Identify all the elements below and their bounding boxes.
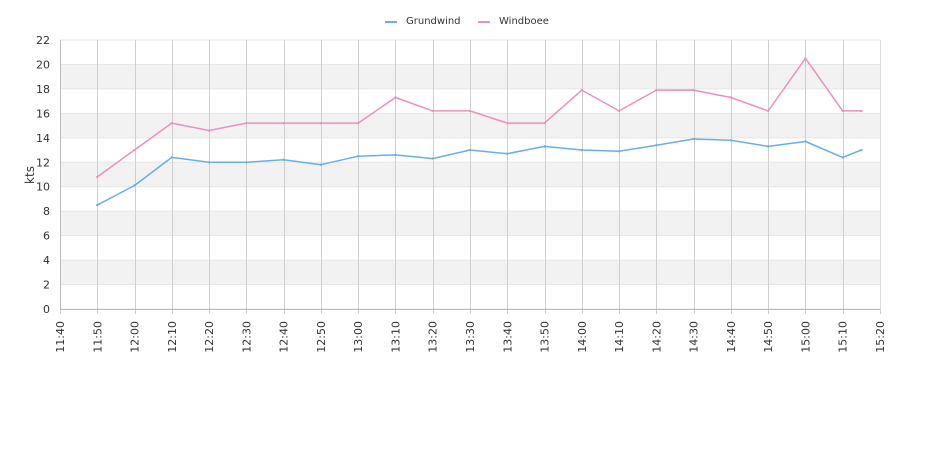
data-point-windboee [96,175,99,179]
x-tick-label: 12:40 [278,321,291,353]
data-point-grundwind [766,145,770,148]
data-point-windboee [207,129,211,132]
y-tick-label: 16 [36,107,50,120]
data-point-grundwind [506,152,509,155]
y-tick-label: 4 [43,254,50,267]
x-tick-label: 14:10 [613,321,626,353]
x-tick-label: 12:50 [315,321,328,353]
data-point-windboee [356,121,360,125]
x-tick-label: 13:50 [539,321,552,353]
data-point-grundwind [804,140,807,143]
legend-label-grundwind[interactable]: Grundwind [406,16,461,27]
series-line-windboee [96,57,862,178]
data-point-windboee [133,148,136,152]
y-axis-ticks: 0 2 4 6 8 10 12 14 16 18 20 22 [36,34,50,316]
y-tick-label: 14 [36,132,50,145]
data-point-grundwind [729,139,733,142]
x-tick-label: 12:20 [203,321,216,353]
data-point-windboee [431,109,434,113]
x-tick-label: 15:20 [874,321,887,353]
x-tick-label: 14:30 [688,321,701,353]
y-tick-label: 10 [36,181,50,194]
y-tick-label: 18 [36,83,50,96]
y-tick-label: 0 [43,303,50,316]
x-tick-label: 11:50 [91,321,104,353]
data-point-windboee [319,121,323,125]
data-point-grundwind [841,156,844,159]
data-point-windboee [543,121,546,125]
data-point-windboee [170,121,174,125]
data-point-windboee [860,109,863,113]
data-point-windboee [729,96,733,99]
x-tick-label: 15:10 [837,321,850,353]
data-point-windboee [766,109,770,113]
x-tick-label: 11:40 [54,321,67,353]
data-point-windboee [394,96,397,99]
x-axis-ticks: 11:40 11:50 12:00 12:10 12:20 12:30 12:40 12:50… [54,321,887,353]
data-point-grundwind [133,184,136,187]
data-point-windboee [617,109,621,113]
x-tick-label: 12:10 [166,321,179,353]
y-tick-label: 12 [36,156,50,169]
series-line-grundwind [96,138,862,206]
data-point-windboee [580,88,584,92]
data-point-grundwind [96,203,99,207]
data-point-windboee [804,57,807,60]
vertical-gridlines [60,40,881,314]
data-point-grundwind [543,145,546,148]
data-point-grundwind [617,150,621,153]
x-tick-label: 14:50 [762,321,775,353]
data-point-grundwind [282,158,285,162]
data-point-windboee [655,88,658,92]
x-tick-label: 15:00 [799,321,812,353]
y-tick-label: 8 [43,205,50,218]
data-point-grundwind [860,148,863,152]
x-tick-label: 14:00 [576,321,589,353]
x-tick-label: 13:00 [352,321,365,353]
data-point-grundwind [319,163,323,166]
y-tick-label: 22 [36,34,50,47]
data-point-windboee [245,121,248,125]
x-tick-label: 12:00 [129,321,142,353]
data-point-grundwind [245,161,248,164]
x-tick-label: 13:40 [501,321,514,353]
data-point-windboee [468,109,472,113]
y-tick-label: 6 [43,230,50,243]
data-point-windboee [282,121,285,125]
data-point-grundwind [468,148,472,152]
data-point-grundwind [170,156,174,159]
data-point-grundwind [692,137,695,141]
data-point-grundwind [655,143,658,147]
legend: Grundwind Windboee [385,16,549,27]
y-axis-label: kts [23,166,37,184]
x-tick-label: 13:10 [389,321,402,353]
data-point-grundwind [431,157,434,160]
data-point-grundwind [394,153,397,157]
legend-label-windboee[interactable]: Windboee [499,16,549,27]
y-tick-label: 20 [36,58,50,71]
x-tick-label: 14:20 [650,321,663,353]
x-tick-label: 13:30 [464,321,477,353]
y-tick-label: 2 [43,279,50,292]
data-point-grundwind [356,154,360,158]
data-point-grundwind [207,161,211,164]
x-tick-label: 13:20 [427,321,440,353]
data-point-grundwind [580,148,584,152]
data-point-windboee [692,88,695,92]
data-point-windboee [841,109,844,113]
x-tick-label: 14:40 [725,321,738,353]
series-lines [96,57,863,207]
x-tick-label: 12:30 [240,321,253,353]
data-point-windboee [506,121,509,125]
axes [60,40,881,310]
